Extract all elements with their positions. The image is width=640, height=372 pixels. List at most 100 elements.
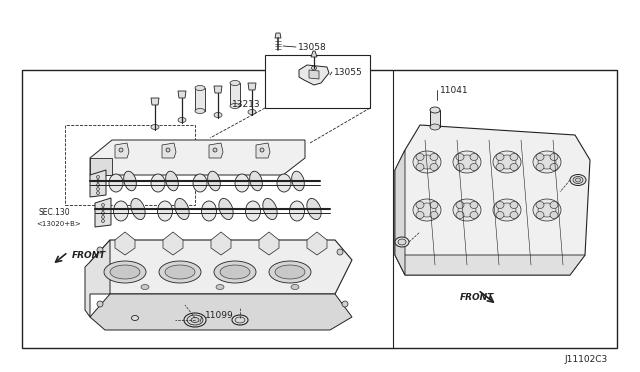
Ellipse shape [538,155,556,169]
Polygon shape [163,232,183,255]
Ellipse shape [458,203,476,217]
Ellipse shape [418,203,436,217]
Ellipse shape [416,154,424,160]
Polygon shape [90,140,305,175]
Ellipse shape [113,201,129,221]
Ellipse shape [102,212,104,215]
Ellipse shape [510,212,518,218]
Ellipse shape [536,202,544,208]
Ellipse shape [289,201,305,221]
Ellipse shape [219,198,233,219]
Ellipse shape [430,164,438,170]
Ellipse shape [398,239,406,245]
Ellipse shape [187,315,203,325]
Text: 11099: 11099 [205,311,234,321]
Ellipse shape [235,174,249,192]
Polygon shape [430,110,440,127]
Ellipse shape [570,174,586,186]
Ellipse shape [97,192,99,195]
Ellipse shape [453,199,481,221]
Ellipse shape [416,202,424,208]
Ellipse shape [536,154,544,160]
Ellipse shape [413,151,441,173]
Ellipse shape [248,109,256,115]
Ellipse shape [166,148,170,152]
Ellipse shape [395,237,409,247]
Ellipse shape [470,164,478,170]
Polygon shape [214,86,222,93]
Ellipse shape [510,164,518,170]
Ellipse shape [456,212,464,218]
Text: J11102C3: J11102C3 [564,356,608,365]
Ellipse shape [184,313,206,327]
Ellipse shape [470,212,478,218]
Polygon shape [162,143,176,158]
Polygon shape [275,33,281,38]
Ellipse shape [291,285,299,289]
Polygon shape [307,232,327,255]
Ellipse shape [263,198,277,219]
Ellipse shape [191,317,199,323]
Ellipse shape [216,285,224,289]
Polygon shape [299,65,329,85]
Ellipse shape [430,212,438,218]
Ellipse shape [151,174,165,192]
Polygon shape [256,143,270,158]
Ellipse shape [102,215,104,218]
Ellipse shape [456,202,464,208]
Ellipse shape [510,202,518,208]
Polygon shape [178,91,186,98]
Ellipse shape [277,174,291,192]
Ellipse shape [97,301,103,307]
Ellipse shape [470,202,478,208]
Ellipse shape [110,265,140,279]
Ellipse shape [536,164,544,170]
Ellipse shape [456,154,464,160]
Ellipse shape [430,124,440,130]
Ellipse shape [250,171,262,191]
Ellipse shape [97,187,99,190]
Text: SEC.130: SEC.130 [38,208,70,217]
Polygon shape [85,240,110,317]
Ellipse shape [498,155,516,169]
Bar [65,125,195,205]
Ellipse shape [220,265,250,279]
Ellipse shape [496,202,504,208]
Polygon shape [311,51,317,57]
Ellipse shape [195,86,205,90]
Ellipse shape [102,219,104,222]
Ellipse shape [102,203,104,206]
Ellipse shape [97,180,99,183]
Ellipse shape [275,265,305,279]
Ellipse shape [550,154,558,160]
Ellipse shape [195,109,205,113]
Ellipse shape [178,118,186,122]
Ellipse shape [498,203,516,217]
Ellipse shape [416,164,424,170]
Ellipse shape [246,201,260,221]
Ellipse shape [533,199,561,221]
Polygon shape [395,255,585,275]
Ellipse shape [260,148,264,152]
Polygon shape [265,55,370,108]
Polygon shape [90,240,352,294]
Ellipse shape [493,199,521,221]
Ellipse shape [214,112,222,118]
Ellipse shape [342,301,348,307]
Ellipse shape [119,148,123,152]
Polygon shape [195,88,205,111]
Ellipse shape [312,66,317,70]
Ellipse shape [165,265,195,279]
Ellipse shape [418,155,436,169]
Ellipse shape [550,212,558,218]
Ellipse shape [230,80,240,86]
Ellipse shape [97,247,103,253]
Ellipse shape [458,155,476,169]
Ellipse shape [131,198,145,219]
Polygon shape [115,143,129,158]
Ellipse shape [430,154,438,160]
Ellipse shape [102,208,104,211]
Ellipse shape [430,202,438,208]
Text: 13213: 13213 [232,99,260,109]
Ellipse shape [269,261,311,283]
